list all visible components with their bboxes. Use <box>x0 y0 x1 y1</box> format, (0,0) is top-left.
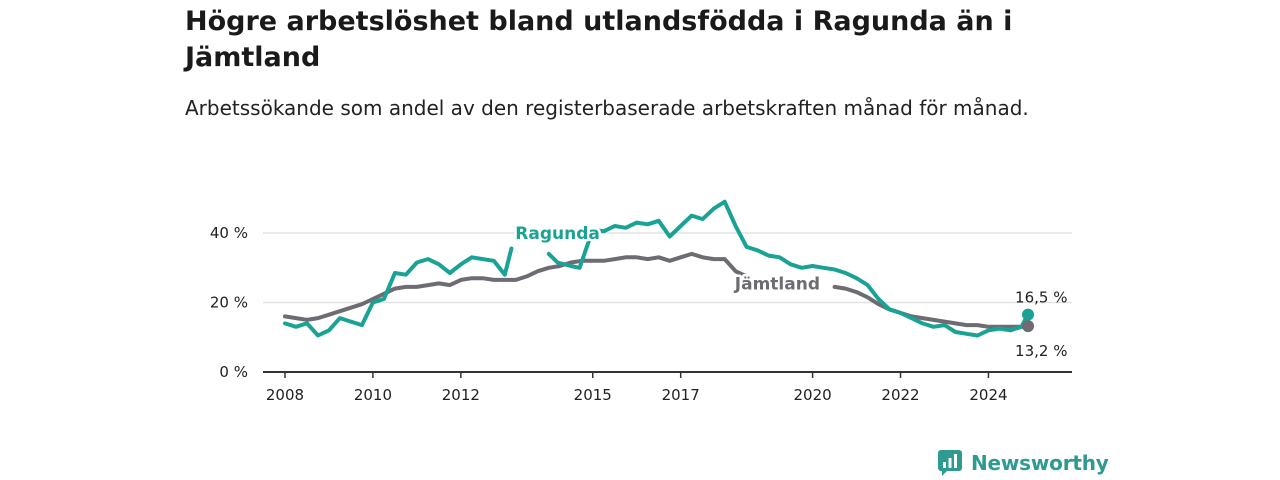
series-line-jämtland <box>283 251 749 322</box>
series-lines <box>283 199 1035 338</box>
x-tick-label: 2008 <box>266 386 304 404</box>
x-tick-label: 2024 <box>969 386 1007 404</box>
series-name-halo: Ragunda <box>515 224 600 244</box>
chart-title: Högre arbetslöshet bland utlandsfödda i … <box>185 6 1013 73</box>
chart-subtitle: Arbetssökande som andel av den registerb… <box>185 96 1029 120</box>
series-line-ragunda <box>546 199 1030 338</box>
x-tick-label: 2015 <box>574 386 612 404</box>
x-tick-label: 2010 <box>354 386 392 404</box>
y-tick-label: 20 % <box>210 294 248 312</box>
end-point-marker <box>1022 320 1035 333</box>
line-chart: 0 % 20 % 40 % 2008 2010 2012 2015 2017 2020 2022… <box>210 199 1072 404</box>
y-tick-label: 0 % <box>219 363 248 381</box>
x-axis-ticks: 2008 2010 2012 2015 2017 2020 2022 2024 <box>266 372 1008 404</box>
series-name-label: Jämtland <box>734 274 820 294</box>
x-tick-label: 2020 <box>793 386 831 404</box>
series-line-jämtland <box>832 284 1030 329</box>
y-axis-ticks: 0 % 20 % 40 % <box>210 224 248 381</box>
x-tick-label: 2012 <box>442 386 480 404</box>
series-labels: 16,5 %13,2 %RagundaRagundaJämtlandJämtla… <box>513 221 1068 360</box>
end-value-label: 16,5 % <box>1015 289 1067 307</box>
series-name-label: Ragunda <box>515 224 600 244</box>
newsworthy-logo-text: Newsworthy <box>971 451 1109 475</box>
newsworthy-logo: Newsworthy <box>937 449 1109 477</box>
x-tick-label: 2022 <box>881 386 919 404</box>
y-tick-label: 40 % <box>210 224 248 242</box>
series-name-halo: Jämtland <box>734 274 820 294</box>
newsworthy-logo-icon <box>938 450 962 476</box>
end-point-marker <box>1022 308 1035 321</box>
x-tick-label: 2017 <box>662 386 700 404</box>
end-value-label: 13,2 % <box>1015 342 1067 360</box>
grid-lines <box>263 232 1072 373</box>
series-line-ragunda <box>283 246 514 338</box>
